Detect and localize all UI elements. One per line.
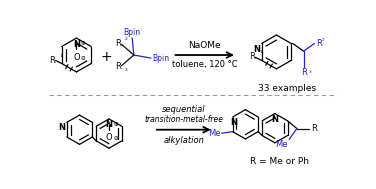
Text: sequential: sequential [162, 105, 206, 114]
Text: Me: Me [275, 140, 288, 149]
Text: NaOMe: NaOMe [188, 41, 221, 50]
Text: R: R [311, 124, 317, 133]
Text: $^{3}$: $^{3}$ [124, 68, 129, 73]
Text: R: R [249, 52, 255, 61]
Text: +: + [100, 50, 112, 64]
Text: $\ominus$: $\ominus$ [113, 134, 119, 142]
Text: N: N [58, 123, 65, 132]
Text: Bpin: Bpin [124, 28, 141, 36]
Text: $^{1}$: $^{1}$ [59, 54, 64, 59]
Text: R = Me or Ph: R = Me or Ph [250, 157, 309, 166]
Text: N: N [106, 120, 112, 129]
Text: O: O [73, 53, 80, 62]
Text: $\ominus$: $\ominus$ [80, 54, 86, 62]
Text: R: R [49, 56, 55, 65]
Text: Bpin: Bpin [152, 54, 170, 63]
Text: O: O [106, 133, 112, 142]
Text: R: R [316, 39, 322, 48]
Text: R: R [115, 62, 121, 71]
Text: N: N [73, 40, 80, 49]
Text: $\oplus$: $\oplus$ [80, 39, 86, 47]
Text: $^{1}$: $^{1}$ [259, 50, 264, 55]
Text: R: R [115, 39, 121, 48]
Text: $^{2}$: $^{2}$ [321, 38, 325, 43]
Text: alkylation: alkylation [163, 136, 204, 145]
Text: $\oplus$: $\oplus$ [113, 120, 119, 128]
Text: toluene, 120 °C: toluene, 120 °C [172, 60, 238, 69]
Text: N: N [271, 115, 278, 124]
Text: 33 examples: 33 examples [258, 84, 316, 93]
Text: R: R [301, 68, 306, 77]
Text: $^{2}$: $^{2}$ [124, 37, 129, 42]
Text: $^{3}$: $^{3}$ [308, 70, 312, 75]
Text: N: N [230, 118, 237, 127]
Text: transition-metal-free: transition-metal-free [144, 115, 223, 124]
Text: Me: Me [209, 129, 221, 138]
Text: N: N [253, 45, 260, 54]
